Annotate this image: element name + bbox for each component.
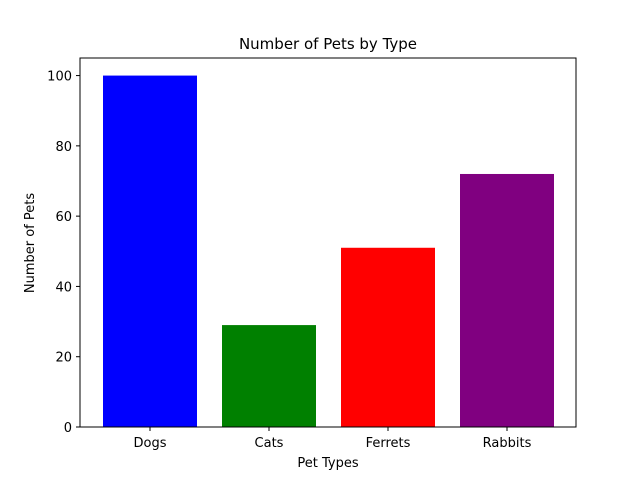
x-tick-label: Dogs [134,436,167,451]
y-tick-label: 80 [55,140,72,155]
x-axis-label: Pet Types [297,456,358,471]
bar-rabbits [460,173,554,427]
bar-ferrets [341,247,435,427]
y-tick-label: 60 [55,210,72,225]
plot-frame [79,57,577,428]
bar-dogs [103,75,197,428]
x-axis-ticks: Dogs Cats Ferrets Rabbits [134,427,532,451]
y-axis-label: Number of Pets [23,193,38,293]
y-tick-label: 0 [64,421,72,436]
x-tick-label: Ferrets [366,436,411,451]
bars-group [103,75,554,428]
y-tick-label: 40 [55,280,72,295]
bar-cats [222,325,316,427]
y-tick-label: 20 [55,351,72,366]
y-tick-label: 100 [47,70,72,85]
x-tick-label: Rabbits [483,436,532,451]
y-axis-ticks: 0 20 40 60 80 100 [47,70,80,436]
x-tick-label: Cats [255,436,284,451]
chart-title: Number of Pets by Type [239,35,417,53]
